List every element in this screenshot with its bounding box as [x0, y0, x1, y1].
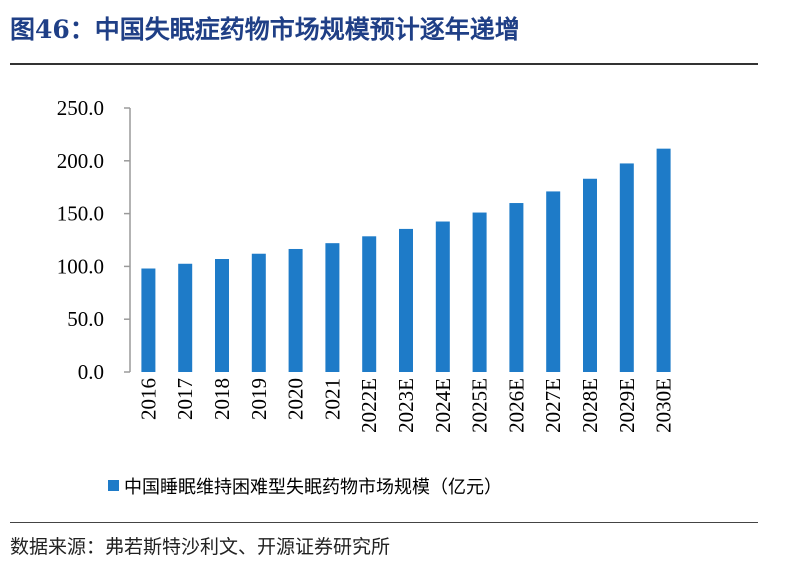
x-tick-label: 2030E	[652, 378, 676, 433]
x-tick-label: 2023E	[394, 378, 418, 433]
bar-2018	[215, 259, 229, 372]
y-ticks: 0.0 50.0 100.0 150.0 200.0 250.0	[57, 96, 130, 384]
source-note: 数据来源：弗若斯特沙利文、开源证券研究所	[10, 536, 391, 558]
bar-2016	[141, 268, 156, 372]
legend-swatch	[108, 480, 119, 491]
bar-2029E	[619, 163, 634, 372]
y-tick-label: 250.0	[57, 96, 104, 120]
bar-2026E	[509, 203, 524, 372]
legend: 中国睡眠维持困难型失眠药物市场规模（亿元）	[108, 477, 502, 498]
bar-chart: 0.0 50.0 100.0 150.0 200.0 250.0 2016 2017 2018…	[57, 96, 676, 498]
x-tick-label: 2026E	[504, 378, 528, 433]
bar-2017	[178, 263, 193, 372]
bars	[141, 148, 671, 372]
x-tick-labels: 2016 2017 2018 2019 2020 2021 2022E 2023E 2024E 2…	[136, 378, 675, 433]
y-tick-label: 50.0	[67, 307, 104, 331]
legend-label: 中国睡眠维持困难型失眠药物市场规模（亿元）	[124, 477, 502, 498]
x-tick-label: 2018	[210, 378, 234, 420]
bar-2019	[251, 253, 266, 372]
x-tick-label: 2027E	[541, 378, 565, 433]
y-tick-label: 200.0	[57, 149, 104, 173]
x-tick-label: 2020	[284, 378, 308, 420]
x-tick-label: 2025E	[468, 378, 492, 433]
bar-2027E	[546, 191, 561, 372]
bar-2028E	[583, 178, 597, 372]
figure-title: 图46：中国失眠症药物市场规模预计逐年递增	[10, 15, 520, 44]
y-tick-label: 0.0	[78, 360, 104, 384]
x-tick-label: 2022E	[357, 378, 381, 433]
bar-2025E	[472, 212, 487, 372]
x-tick-label: 2016	[136, 378, 160, 420]
bar-2022E	[362, 236, 377, 372]
y-tick-label: 150.0	[57, 202, 104, 226]
bar-2024E	[435, 221, 450, 372]
bar-2023E	[399, 228, 413, 372]
bar-2030E	[656, 148, 671, 372]
x-tick-label: 2021	[320, 378, 344, 420]
x-tick-label: 2024E	[431, 378, 455, 433]
x-tick-label: 2029E	[615, 378, 639, 433]
bar-2021	[325, 243, 340, 372]
bar-2020	[288, 248, 303, 372]
y-tick-label: 100.0	[57, 254, 104, 278]
source-rule	[10, 522, 758, 523]
x-tick-label: 2017	[173, 378, 197, 420]
title-rule	[10, 63, 758, 65]
x-tick-label: 2028E	[578, 378, 602, 433]
x-tick-label: 2019	[247, 378, 271, 420]
